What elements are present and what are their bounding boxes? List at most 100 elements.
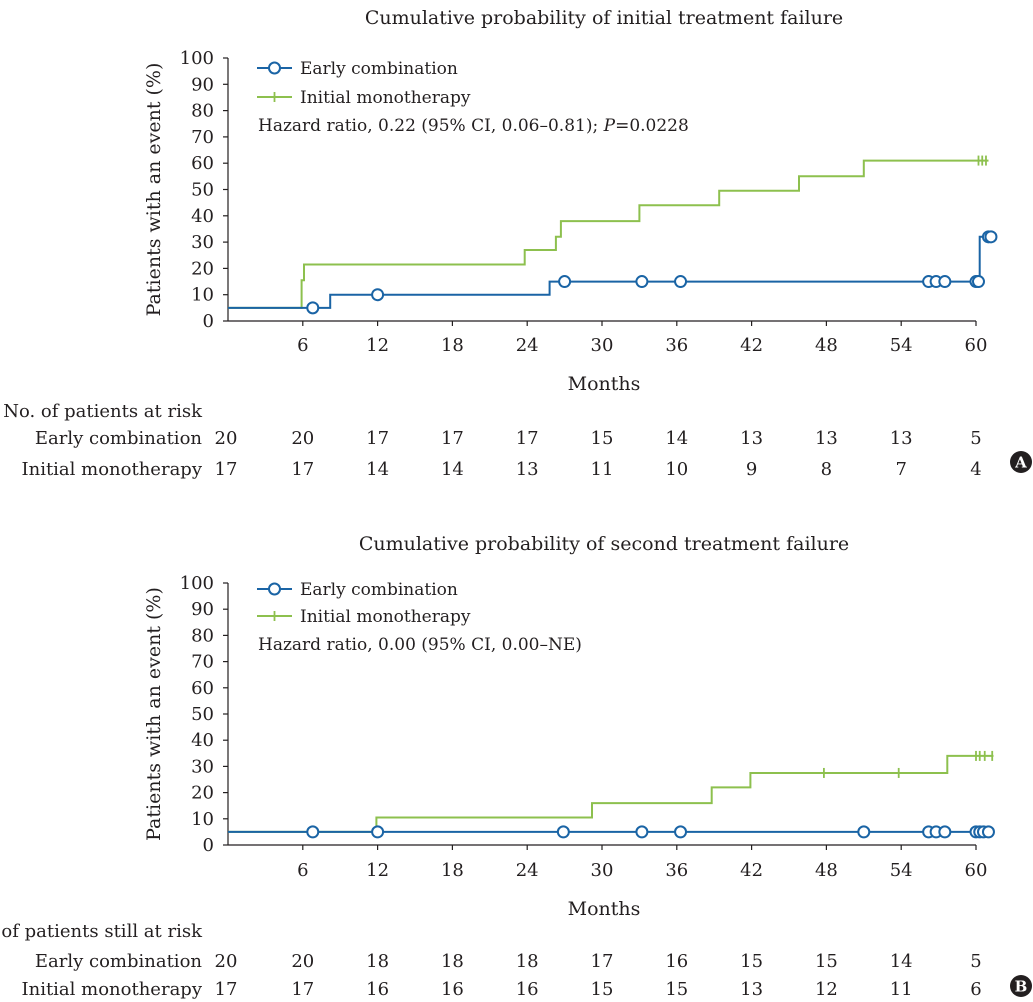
y-tick-label: 0 [203,311,214,332]
risk-row-label: Initial monotherapy [21,979,202,1000]
y-tick-label: 90 [191,599,214,620]
y-tick-label: 80 [191,625,214,646]
risk-value: 17 [591,951,614,972]
chart-panel-b: Cumulative probability of second treatme… [0,533,1032,1000]
y-tick-label: 90 [191,74,214,95]
y-tick-label: 100 [180,48,214,69]
y-tick-label: 50 [191,704,214,725]
x-tick-label: 30 [591,860,614,881]
risk-row-label: Initial monotherapy [21,459,202,480]
y-tick-label: 20 [191,783,214,804]
risk-value: 14 [366,459,389,480]
x-tick-label: 36 [665,860,688,881]
x-tick-label: 30 [591,335,614,356]
risk-value: 13 [815,428,838,449]
x-tick-label: 18 [441,335,464,356]
y-tick-label: 40 [191,730,214,751]
x-tick-label: 60 [965,335,988,356]
series-initial-monotherapy [228,155,989,309]
risk-value: 5 [970,951,981,972]
censor-marker [635,275,649,289]
censor-marker [371,288,385,302]
series-early-combination [228,825,995,839]
legend-label: Initial monotherapy [300,607,471,627]
x-tick-label: 42 [740,860,763,881]
x-tick-label: 36 [665,335,688,356]
chart-title: Cumulative probability of second treatme… [359,533,849,555]
legend-marker [268,61,281,75]
hazard-ratio-text: Hazard ratio, 0.22 (95% CI, 0.06–0.81); [258,116,604,136]
risk-value: 17 [516,428,539,449]
risk-value: 18 [516,951,539,972]
p-value-symbol: P [603,116,616,136]
series-initial-monotherapy [228,750,994,833]
x-axis-label: Months [568,373,641,395]
x-tick-label: 24 [516,860,539,881]
y-tick-label: 40 [191,206,214,227]
hazard-ratio-text: Hazard ratio, 0.00 (95% CI, 0.00–NE) [258,635,582,655]
risk-row-label: Early combination [35,951,203,972]
risk-value: 10 [665,459,688,480]
risk-value: 16 [516,979,539,1000]
legend-label: Early combination [300,59,458,79]
risk-value: 17 [215,979,238,1000]
panel-badge-label: A [1014,454,1027,472]
legend-label: Initial monotherapy [300,88,471,108]
risk-value: 20 [215,951,238,972]
risk-table-header: No. of patients still at risk [0,921,203,942]
y-axis-label: Patients with an event (%) [143,63,165,317]
risk-value: 13 [890,428,913,449]
censor-marker [635,825,649,839]
x-tick-label: 60 [965,860,988,881]
risk-value: 12 [815,979,838,1000]
censor-marker [971,275,985,289]
censor-marker [938,825,952,839]
risk-value: 8 [821,459,832,480]
risk-value: 16 [441,979,464,1000]
risk-value: 17 [366,428,389,449]
censor-marker [981,825,995,839]
series-line-early-combination [228,235,989,309]
censor-marker [674,275,688,289]
y-tick-label: 60 [191,678,214,699]
y-tick-label: 70 [191,652,214,673]
risk-value: 5 [970,428,981,449]
censor-marker [556,825,570,839]
y-axis-label: Patients with an event (%) [143,587,165,841]
censor-marker [938,275,952,289]
x-tick-label: 48 [815,335,838,356]
risk-value: 13 [740,979,763,1000]
x-tick-label: 12 [366,860,389,881]
risk-value: 15 [740,951,763,972]
risk-value: 15 [665,979,688,1000]
y-tick-label: 100 [180,573,214,594]
series-early-combination [228,230,998,315]
y-tick-label: 20 [191,258,214,279]
x-tick-label: 6 [297,335,308,356]
censor-marker [306,825,320,839]
censor-marker [371,825,385,839]
y-tick-label: 0 [203,835,214,856]
y-tick-label: 70 [191,127,214,148]
y-tick-label: 10 [191,285,214,306]
censor-marker [674,825,688,839]
series-line-initial-monotherapy [228,159,989,309]
risk-value: 18 [366,951,389,972]
risk-value: 11 [890,979,913,1000]
hazard-ratio-annotation: Hazard ratio, 0.22 (95% CI, 0.06–0.81); … [258,116,689,136]
risk-value: 20 [215,428,238,449]
risk-value: 11 [591,459,614,480]
risk-value: 15 [591,979,614,1000]
hazard-ratio-annotation: Hazard ratio, 0.00 (95% CI, 0.00–NE) [258,635,582,655]
risk-value: 13 [516,459,539,480]
legend-marker [268,582,281,596]
risk-value: 15 [815,951,838,972]
x-tick-label: 42 [740,335,763,356]
x-axis-label: Months [568,898,641,920]
risk-value: 13 [740,428,763,449]
censor-marker [558,275,572,289]
p-value: =0.0228 [615,116,689,136]
risk-value: 14 [441,459,464,480]
panel-badge [1010,975,1032,997]
